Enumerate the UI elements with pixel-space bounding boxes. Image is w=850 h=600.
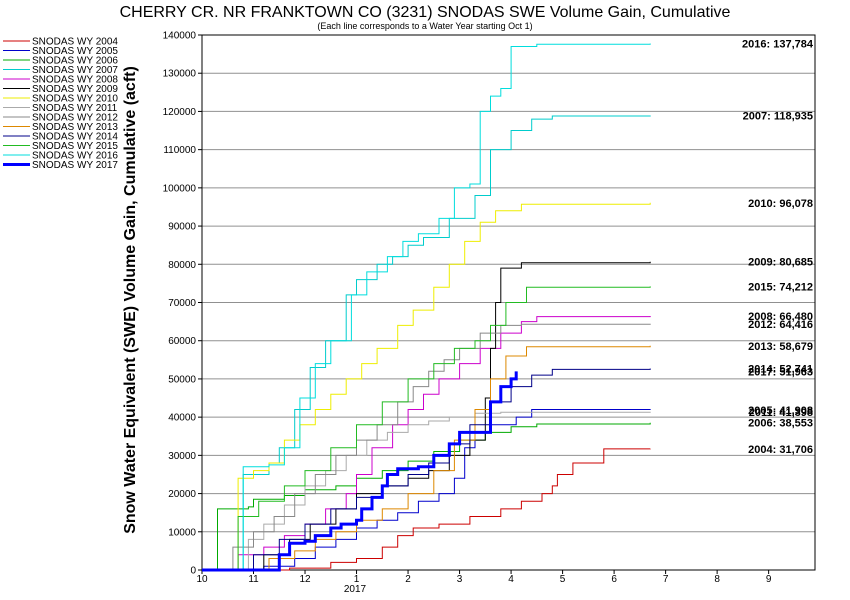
series-line: [202, 409, 651, 571]
y-tick-label: 10000: [168, 527, 196, 538]
legend-item: SNODAS WY 2014: [32, 132, 118, 143]
series-line: [202, 448, 651, 571]
legend-item: SNODAS WY 2009: [32, 84, 118, 95]
chart-subtitle: (Each line corresponds to a Water Year s…: [317, 21, 532, 31]
series-end-label: 2006: 38,553: [748, 418, 813, 430]
legend-item: SNODAS WY 2016: [32, 151, 118, 162]
series-line: [202, 371, 518, 572]
y-tick-label: 30000: [168, 451, 196, 462]
legend-item: SNODAS WY 2017: [32, 160, 118, 171]
x-tick-label: 9: [766, 574, 772, 585]
x-axis: 10 11 12 1 2 3 4 5 6 7 8 9: [196, 570, 772, 585]
grid: [202, 34, 815, 571]
x-tick-label: 6: [611, 574, 617, 585]
series-line: [202, 422, 651, 571]
y-tick-label: 90000: [168, 222, 196, 233]
y-tick-label: 0: [190, 566, 196, 577]
series-line: [202, 316, 651, 571]
y-tick-label: 40000: [168, 413, 196, 424]
x-tick-label: 1: [354, 574, 360, 585]
series-end-label: 2008: 66,480: [748, 311, 813, 323]
series-end-label: 2013: 58,679: [748, 341, 813, 353]
legend-item: SNODAS WY 2010: [32, 94, 118, 105]
series-end-label: 2009: 80,685: [748, 257, 813, 269]
series-end-label: 2010: 96,078: [748, 198, 813, 210]
x-tick-label: 7: [663, 574, 669, 585]
y-axis-label: Snow Water Equivalent (SWE) Volume Gain,…: [122, 66, 139, 534]
series-line: [202, 43, 651, 571]
series-line: [202, 411, 651, 571]
series-end-label: 2012: 64,416: [748, 319, 813, 331]
x-axis-year-label: 2017: [344, 584, 367, 595]
legend-item: SNODAS WY 2004: [32, 37, 118, 48]
legend-item: SNODAS WY 2005: [32, 46, 118, 57]
legend-item: SNODAS WY 2007: [32, 65, 118, 76]
y-tick-label: 140000: [163, 31, 197, 42]
legend-item: SNODAS WY 2012: [32, 113, 118, 124]
series-line: [202, 115, 651, 571]
x-tick-label: 12: [299, 574, 311, 585]
y-tick-label: 120000: [163, 107, 197, 118]
series-line: [202, 345, 651, 571]
series-end-label: 2011: 41,398: [749, 407, 813, 419]
legend-item: SNODAS WY 2011: [32, 103, 118, 114]
series-end-label: 2017: 51,963: [748, 366, 813, 378]
y-tick-label: 50000: [168, 374, 196, 385]
legend-item: SNODAS WY 2008: [32, 75, 118, 86]
x-tick-label: 3: [457, 574, 463, 585]
series-lines: [202, 43, 651, 572]
y-tick-label: 100000: [163, 183, 197, 194]
chart-title: CHERRY CR. NR FRANKTOWN CO (3231) SNODAS…: [120, 4, 731, 21]
series-end-label: 2004: 31,706: [748, 444, 813, 456]
y-tick-label: 130000: [163, 69, 197, 80]
legend-item: SNODAS WY 2013: [32, 122, 118, 133]
y-tick-label: 70000: [168, 298, 196, 309]
x-tick-label: 11: [248, 574, 259, 585]
series-line: [202, 368, 651, 571]
y-tick-label: 20000: [168, 489, 196, 500]
series-line: [202, 286, 651, 571]
series-end-label: 2014: 52,741: [748, 363, 813, 375]
legend-item: SNODAS WY 2006: [32, 56, 118, 67]
y-axis: 0 10000 20000 30000 40000 50000 60000 70000 8000…: [163, 31, 202, 577]
y-tick-label: 80000: [168, 260, 196, 271]
y-tick-label: 60000: [168, 336, 196, 347]
x-tick-label: 5: [560, 574, 566, 585]
series-end-label: 2015: 74,212: [748, 281, 813, 293]
series-end-label: 2005: 41,908: [748, 405, 813, 417]
x-tick-label: 2: [405, 574, 411, 585]
series-end-label: 2016: 137,784: [742, 38, 814, 50]
series-line: [202, 323, 651, 571]
x-tick-label: 4: [508, 574, 514, 585]
x-tick-label: 8: [714, 574, 720, 585]
legend-item: SNODAS WY 2015: [32, 141, 118, 152]
y-tick-label: 110000: [163, 145, 196, 156]
x-tick-label: 10: [196, 574, 208, 585]
series-end-label: 2007: 118,935: [743, 110, 813, 122]
